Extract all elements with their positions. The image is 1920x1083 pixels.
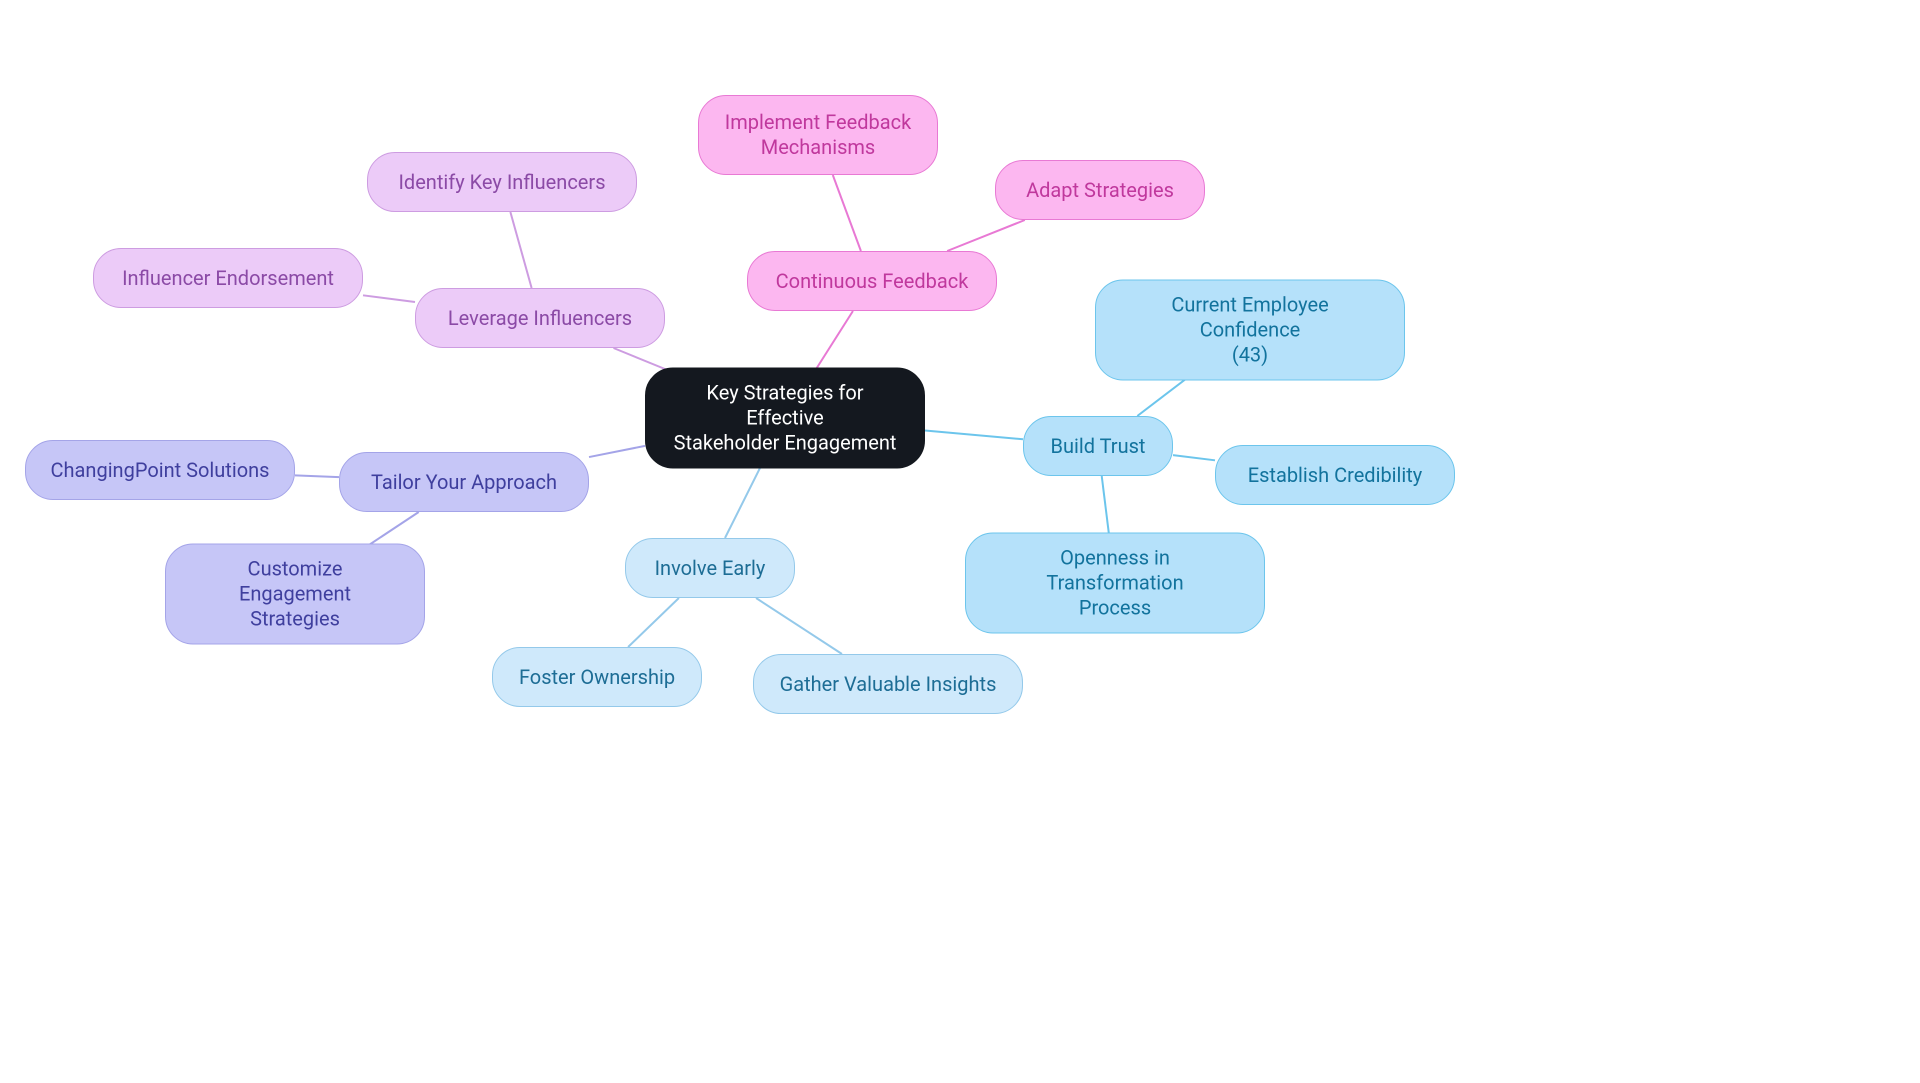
node-endorsement: Influencer Endorsement [93, 248, 363, 308]
node-involve: Involve Early [625, 538, 795, 598]
node-label: Establish Credibility [1248, 463, 1423, 488]
edge [947, 220, 1025, 251]
edge [925, 431, 1023, 440]
node-label: Leverage Influencers [448, 306, 632, 331]
node-label: Customize Engagement Strategies [190, 557, 400, 632]
node-buildtrust: Build Trust [1023, 416, 1173, 476]
center-node: Key Strategies for Effective Stakeholder… [645, 368, 925, 469]
node-confidence: Current Employee Confidence (43) [1095, 280, 1405, 381]
edge [1173, 455, 1215, 460]
node-label: Adapt Strategies [1026, 178, 1174, 203]
node-label: Implement Feedback Mechanisms [725, 110, 911, 160]
node-label: Continuous Feedback [776, 269, 969, 294]
edge [725, 463, 763, 538]
node-adaptstrat: Adapt Strategies [995, 160, 1205, 220]
node-leverage: Leverage Influencers [415, 288, 665, 348]
edge [756, 598, 842, 654]
node-label: Identify Key Influencers [398, 170, 605, 195]
node-insights: Gather Valuable Insights [753, 654, 1023, 714]
node-label: Influencer Endorsement [122, 266, 334, 291]
node-label: Current Employee Confidence (43) [1120, 293, 1380, 368]
node-ownership: Foster Ownership [492, 647, 702, 707]
edge [833, 175, 861, 251]
edge [589, 446, 645, 457]
node-label: Key Strategies for Effective Stakeholder… [670, 381, 900, 456]
edge [814, 311, 853, 373]
node-credibility: Establish Credibility [1215, 445, 1455, 505]
node-contfeedback: Continuous Feedback [747, 251, 997, 311]
node-identifyinf: Identify Key Influencers [367, 152, 637, 212]
node-label: Build Trust [1051, 434, 1146, 459]
node-tailor: Tailor Your Approach [339, 452, 589, 512]
node-customize: Customize Engagement Strategies [165, 544, 425, 645]
node-label: Foster Ownership [519, 665, 675, 690]
edge-layer [0, 0, 1920, 1083]
edge [295, 475, 339, 477]
node-label: Openness in Transformation Process [990, 546, 1240, 621]
edge [510, 212, 531, 288]
edge [363, 295, 415, 302]
mindmap-canvas: Key Strategies for Effective Stakeholder… [0, 0, 1920, 1083]
node-changingpoint: ChangingPoint Solutions [25, 440, 295, 500]
node-implfeedback: Implement Feedback Mechanisms [698, 95, 938, 175]
node-label: Gather Valuable Insights [780, 672, 997, 697]
node-label: Tailor Your Approach [371, 470, 557, 495]
node-openness: Openness in Transformation Process [965, 533, 1265, 634]
edge [628, 598, 679, 647]
node-label: ChangingPoint Solutions [51, 458, 270, 483]
node-label: Involve Early [655, 556, 766, 581]
